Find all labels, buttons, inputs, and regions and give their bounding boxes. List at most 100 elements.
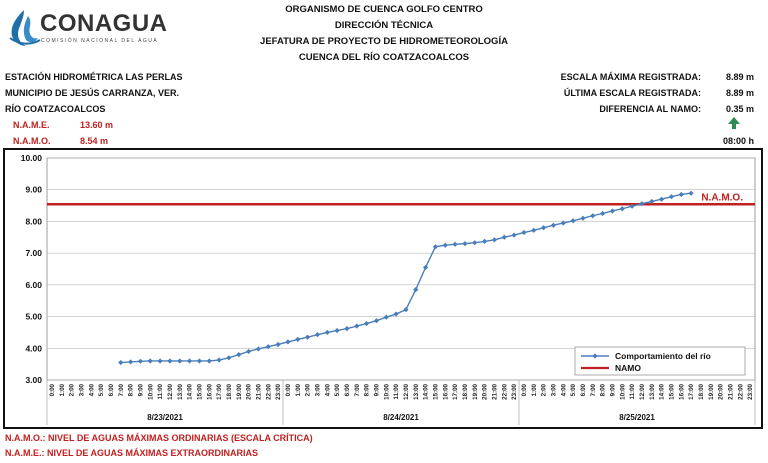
river-level-point	[157, 358, 163, 364]
x-tick-label: 22:00	[501, 383, 508, 399]
x-tick-label: 4:00	[560, 383, 567, 396]
x-tick-label: 11:00	[157, 383, 164, 399]
x-tick-label: 5:00	[334, 383, 341, 396]
footer-name-definition: N.A.M.E.: NIVEL DE AGUAS MÁXIMAS EXTRAOR…	[5, 448, 259, 458]
x-tick-label: 15:00	[668, 383, 675, 399]
river-level-point	[442, 242, 448, 248]
name-label: N.A.M.E.	[13, 120, 50, 130]
x-tick-label: 10:00	[619, 383, 626, 399]
x-tick-label: 16:00	[442, 383, 449, 399]
x-tick-label: 14:00	[423, 383, 430, 399]
river-level-point	[619, 206, 625, 212]
x-tick-label: 20:00	[246, 383, 253, 399]
river-level-point	[609, 208, 616, 214]
x-tick-label: 9:00	[373, 383, 380, 396]
legend-namo-label: NAMO	[615, 363, 641, 373]
header-line-1: ORGANISMO DE CUENCA GOLFO CENTRO	[285, 4, 483, 15]
x-tick-label: 20:00	[482, 383, 489, 399]
chart-frame: 3.00 4.00 5.00 6.00 7.00 8.00 9.00 10.00 0:00 1:0…	[3, 148, 763, 429]
river-level-point	[137, 358, 144, 364]
x-tick-label: 22:00	[265, 383, 272, 399]
y-tick-label: 6.00	[25, 280, 42, 290]
x-tick-label: 16:00	[678, 383, 685, 399]
river-level-point	[599, 210, 606, 217]
last-scale-label: ÚLTIMA ESCALA REGISTRADA:	[563, 88, 701, 98]
x-tick-label: 9:00	[609, 383, 616, 396]
river-level-point	[649, 198, 655, 205]
x-tick-label: 13:00	[413, 383, 420, 399]
x-tick-label: 11:00	[393, 383, 400, 399]
river-level-point	[472, 240, 478, 246]
station-river: RÍO COATZACOALCOS	[5, 104, 106, 114]
x-tick-label: 23:00	[511, 383, 518, 399]
river-level-point	[540, 225, 547, 231]
y-tick-label: 7.00	[25, 248, 42, 258]
x-tick-label: 1:00	[295, 383, 302, 396]
x-tick-label: 21:00	[727, 383, 734, 399]
x-tick-label: 18:00	[698, 383, 705, 399]
legend-box	[574, 346, 746, 376]
river-level-point	[363, 320, 370, 327]
max-scale-value: 8.89 m	[725, 72, 754, 82]
x-tick-label: 18:00	[226, 383, 233, 399]
x-tick-label: 12:00	[403, 383, 410, 399]
conagua-logo	[6, 8, 166, 52]
x-tick-label: 0:00	[285, 383, 292, 396]
x-tick-label: 6:00	[108, 383, 115, 396]
x-tick-label: 6:00	[580, 383, 587, 396]
footer-namo-definition: N.A.M.O.: NIVEL DE AGUAS MÁXIMAS ORDINAR…	[5, 433, 313, 443]
x-tick-label: 18:00	[462, 383, 469, 399]
river-level-point	[580, 215, 586, 221]
river-level-point	[550, 222, 557, 228]
date-label: 8/25/2021	[619, 413, 655, 422]
river-level-point	[658, 196, 665, 202]
x-tick-label: 19:00	[472, 383, 479, 399]
x-tick-label: 21:00	[491, 383, 498, 399]
x-tick-label: 2:00	[541, 383, 548, 396]
reading-time: 08:00 h	[722, 136, 754, 146]
header-line-4: CUENCA DEL RÍO COATZACOALCOS	[298, 52, 470, 63]
y-tick-label: 10.00	[21, 153, 43, 163]
x-tick-label: 7:00	[590, 383, 597, 396]
last-scale-value: 8.89 m	[725, 88, 754, 98]
namo-value: 8.54 m	[80, 136, 109, 146]
max-scale-label: ESCALA MÁXIMA REGISTRADA:	[560, 72, 701, 82]
river-level-point	[462, 241, 468, 247]
x-tick-label: 5:00	[98, 383, 105, 396]
x-tick-label: 7:00	[354, 383, 361, 396]
x-tick-label: 23:00	[275, 383, 282, 399]
river-level-point	[501, 234, 507, 240]
river-level-point	[629, 203, 635, 209]
x-tick-label: 19:00	[708, 383, 715, 399]
river-level-point	[511, 232, 517, 238]
x-tick-label: 8:00	[128, 383, 135, 396]
legend-river-label: Comportamiento del río	[615, 351, 711, 361]
river-level-point	[344, 326, 350, 332]
river-level-point	[177, 358, 183, 364]
x-tick-label: 17:00	[216, 383, 223, 399]
legend-river-marker	[592, 353, 598, 359]
river-level-point	[167, 358, 173, 364]
river-level-point	[226, 355, 232, 361]
river-level-point	[403, 306, 409, 313]
river-level-point	[452, 241, 458, 247]
x-tick-label: 6:00	[344, 383, 351, 396]
river-level-point	[127, 359, 134, 365]
river-level-point	[688, 190, 694, 196]
namo-diff-label: DIFERENCIA AL NAMO:	[599, 104, 701, 114]
x-tick-label: 12:00	[167, 383, 174, 399]
x-tick-label: 9:00	[137, 383, 144, 396]
x-tick-label: 3:00	[78, 383, 85, 396]
header-line-2: DIRECCIÓN TÉCNICA	[334, 20, 434, 31]
y-tick-label: 5.00	[25, 312, 42, 322]
river-level-point	[531, 227, 537, 233]
name-value: 13.60 m	[80, 120, 114, 130]
plot-area	[46, 157, 756, 381]
x-tick-label: 15:00	[432, 383, 439, 399]
date-label: 8/24/2021	[383, 413, 419, 422]
y-tick-label: 4.00	[25, 343, 42, 353]
river-level-point	[590, 213, 596, 219]
x-tick-label: 17:00	[688, 383, 695, 399]
y-tick-label: 9.00	[25, 185, 42, 195]
